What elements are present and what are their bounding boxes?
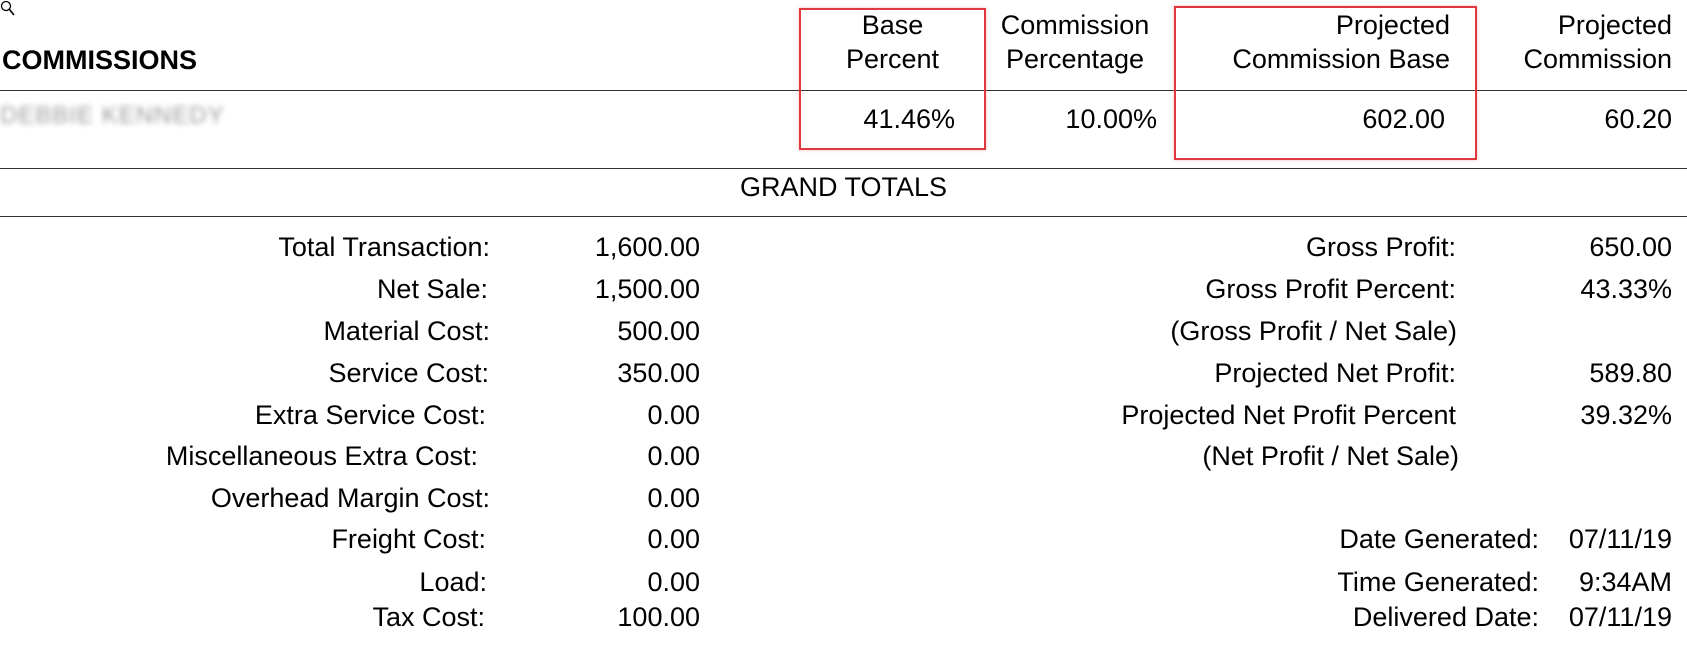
section-title: COMMISSIONS xyxy=(2,45,198,75)
material-cost-label: Material Cost: xyxy=(323,316,490,346)
projected-net-profit-value: 589.80 xyxy=(1589,358,1672,388)
magnifier-cursor-icon xyxy=(0,0,16,20)
overhead-margin-cost-label: Overhead Margin Cost: xyxy=(210,483,490,513)
date-generated-value: 07/11/19 xyxy=(1568,524,1672,554)
time-generated-label: Time Generated: xyxy=(1337,567,1539,597)
material-cost-value: 500.00 xyxy=(617,316,700,346)
gross-profit-percent-label: Gross Profit Percent: xyxy=(1205,274,1456,304)
highlight-box-projected-commission-base xyxy=(1174,6,1477,160)
grand-totals-divider xyxy=(0,216,1687,217)
cell-base-percent: 41.46% xyxy=(863,104,955,134)
header-divider xyxy=(0,90,1687,91)
miscellaneous-extra-cost-label: Miscellaneous Extra Cost: xyxy=(165,441,478,471)
column-header-commission-percentage: Commission Percentage xyxy=(1000,10,1150,74)
gross-profit-percent-value: 43.33% xyxy=(1580,274,1672,304)
column-header-projected-commission: Projected Commission xyxy=(1523,10,1672,74)
extra-service-cost-value: 0.00 xyxy=(647,400,700,430)
time-generated-value: 9:34AM xyxy=(1578,567,1672,597)
column-header-base-percent: Base Percent xyxy=(845,10,940,74)
freight-cost-value: 0.00 xyxy=(647,524,700,554)
gross-profit-formula-note: (Gross Profit / Net Sale) xyxy=(1170,316,1457,346)
load-value: 0.00 xyxy=(647,567,700,597)
tax-cost-value: 100.00 xyxy=(617,602,700,632)
delivered-date-value: 07/11/19 xyxy=(1568,602,1672,632)
tax-cost-label: Tax Cost: xyxy=(372,602,485,632)
overhead-margin-cost-value: 0.00 xyxy=(647,483,700,513)
highlight-box-base-percent xyxy=(799,8,986,150)
load-label: Load: xyxy=(419,567,487,597)
delivered-date-label: Delivered Date: xyxy=(1352,602,1539,632)
net-sale-value: 1,500.00 xyxy=(594,274,700,304)
cell-commission-percentage: 10.00% xyxy=(1065,104,1157,134)
gross-profit-label: Gross Profit: xyxy=(1305,232,1456,262)
miscellaneous-extra-cost-value: 0.00 xyxy=(647,441,700,471)
freight-cost-label: Freight Cost: xyxy=(331,524,486,554)
cell-projected-commission: 60.20 xyxy=(1604,104,1672,134)
date-generated-label: Date Generated: xyxy=(1339,524,1539,554)
projected-net-profit-label: Projected Net Profit: xyxy=(1214,358,1456,388)
grand-totals-title: GRAND TOTALS xyxy=(739,172,948,202)
extra-service-cost-label: Extra Service Cost: xyxy=(254,400,486,430)
column-header-projected-commission-base: Projected Commission Base xyxy=(1232,10,1450,74)
total-transaction-value: 1,600.00 xyxy=(594,232,700,262)
total-transaction-label: Total Transaction: xyxy=(278,232,490,262)
row-divider xyxy=(0,168,1687,169)
projected-net-profit-percent-value: 39.32% xyxy=(1580,400,1672,430)
gross-profit-value: 650.00 xyxy=(1589,232,1672,262)
cell-projected-commission-base: 602.00 xyxy=(1362,104,1445,134)
projected-net-profit-percent-label: Projected Net Profit Percent xyxy=(1121,400,1456,430)
service-cost-value: 350.00 xyxy=(617,358,700,388)
employee-name-redacted: DEBBIE KENNEDY xyxy=(0,102,225,129)
net-profit-formula-note: (Net Profit / Net Sale) xyxy=(1202,441,1459,471)
net-sale-label: Net Sale: xyxy=(376,274,488,304)
service-cost-label: Service Cost: xyxy=(328,358,489,388)
